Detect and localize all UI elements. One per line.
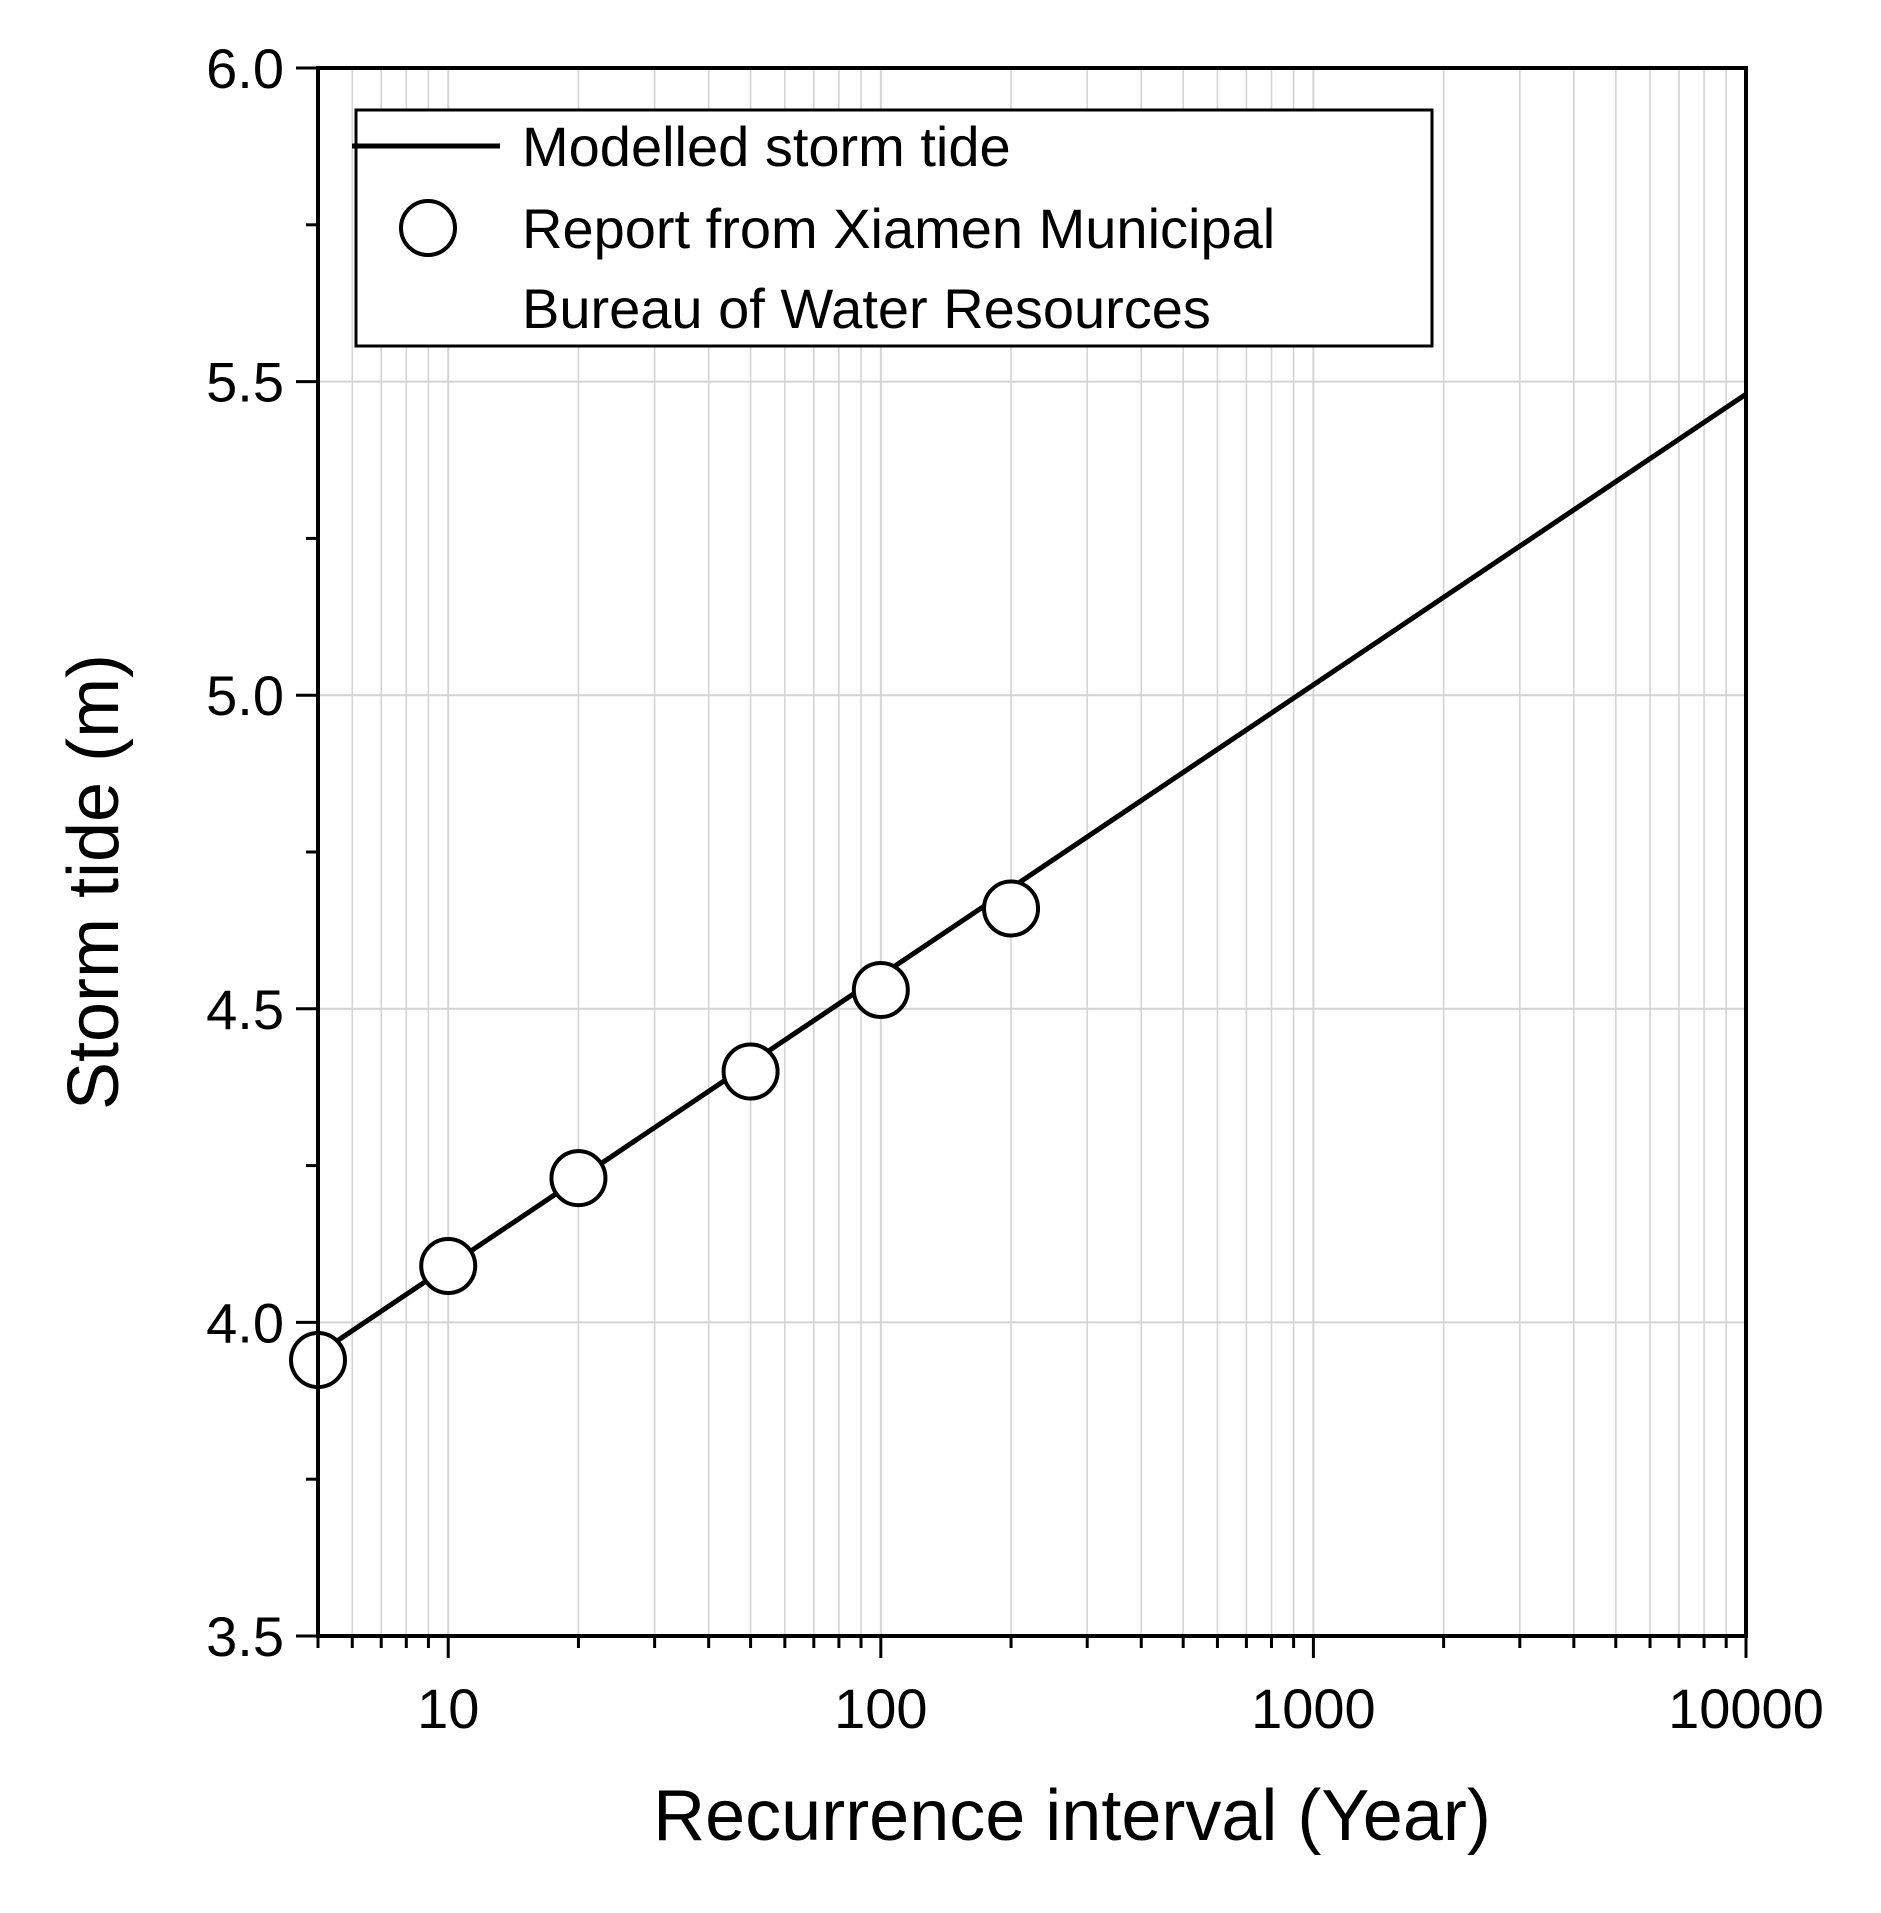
legend-label-report-line2: Bureau of Water Resources [522,277,1211,340]
x-tick-label: 1000 [1251,1677,1376,1740]
y-tick-label: 5.5 [206,351,284,414]
y-tick-label: 6.0 [206,37,284,100]
y-tick-label: 4.0 [206,1291,284,1354]
report-data-point [721,1042,780,1101]
axis-ticks [296,66,1748,1658]
report-data-point [851,960,910,1019]
legend-box [354,108,1434,348]
tick-labels: 10 100 1000 10000 3.5 4.0 4.5 5.0 5.5 6.0 [206,37,1824,1740]
y-tick-label: 5.0 [206,664,284,727]
x-tick-label: 100 [834,1677,927,1740]
report-data-point [419,1236,478,1295]
report-data-point [982,879,1041,938]
series-layer [289,392,1748,1390]
x-axis-title: Recurrence interval (Year) [653,1776,1491,1856]
x-tick-label: 10000 [1668,1677,1824,1740]
y-tick-label: 3.5 [206,1605,284,1668]
y-axis-title: Storm tide (m) [54,654,134,1110]
modelled-storm-tide-line [316,392,1748,1356]
x-tick-label: 10 [417,1677,479,1740]
report-data-point [549,1149,608,1208]
y-tick-label: 4.5 [206,978,284,1041]
legend-marker-swatch [399,199,457,257]
legend-label-modelled: Modelled storm tide [522,115,1011,178]
legend-label-report-line1: Report from Xiamen Municipal [522,197,1275,260]
legend: Modelled storm tide Report from Xiamen M… [352,108,1434,348]
